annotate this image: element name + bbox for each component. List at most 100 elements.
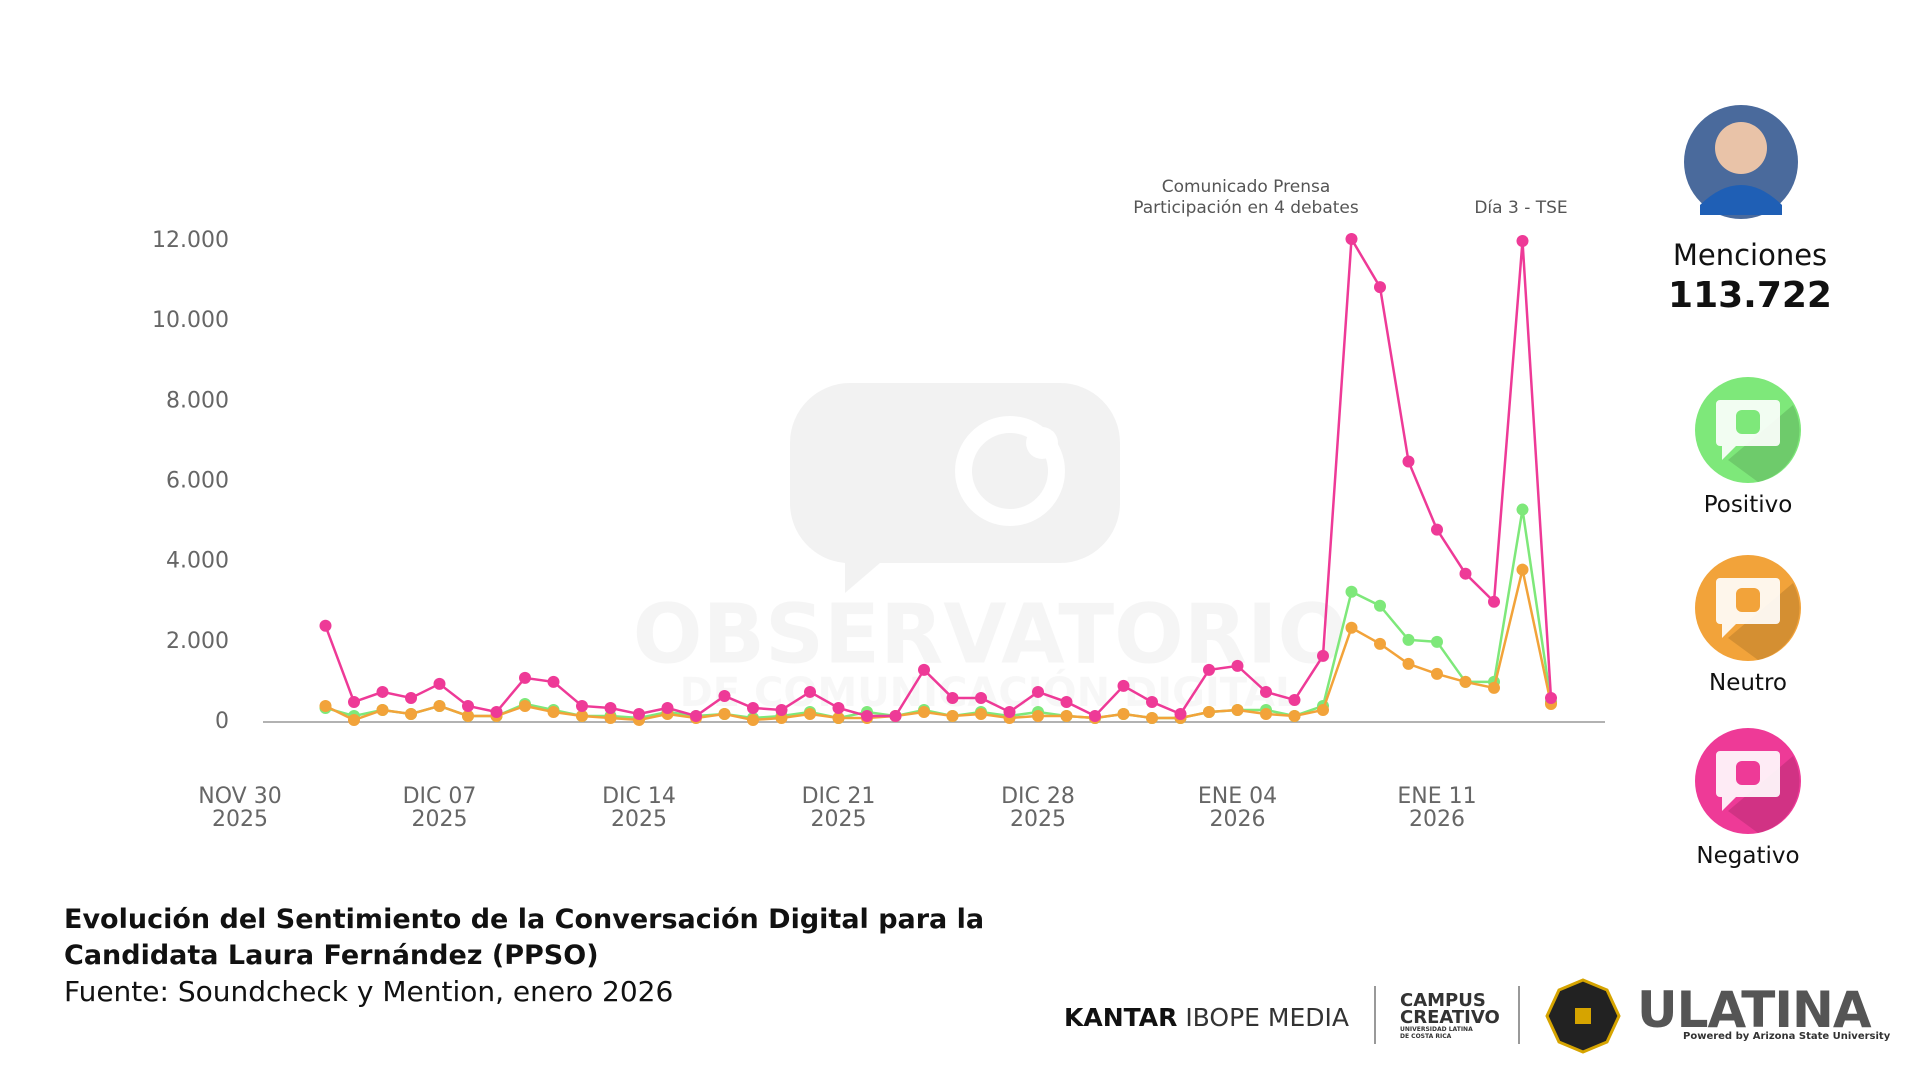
y-tick-label: 2.000 [166,629,229,654]
data-point [946,709,959,722]
data-point [1459,567,1472,580]
logo-text: ULATINA [1637,981,1872,1039]
legend-icon-symbol [1736,410,1760,434]
legend-label: Negativo [1696,843,1800,869]
data-point [1374,281,1386,294]
data-point [918,705,930,718]
watermark: OBSERVATORIO DE COMUNICACIÓN DIGITAL [633,383,1347,716]
data-point [1402,455,1415,468]
logo-badge [1545,978,1621,1054]
data-point [1203,705,1215,718]
data-point [433,699,446,712]
data-point [1288,693,1301,706]
mentions-label: Menciones [1672,238,1828,272]
watermark-bubble [789,383,1120,593]
data-point [1545,691,1557,704]
data-point [1117,679,1130,692]
data-point [1260,707,1272,720]
data-point [1317,703,1329,716]
legend-icon-tail [1722,446,1736,460]
data-point [1146,711,1158,724]
data-point [1203,663,1215,676]
legend-icon-tail [1722,797,1736,811]
data-point [804,685,816,698]
separator [1518,986,1520,1044]
data-point [1032,685,1044,698]
mentions-total: 113.722 [1668,275,1832,316]
data-point [405,691,417,704]
data-point [1488,595,1500,608]
data-point [775,703,788,716]
data-point [490,705,503,718]
legend-label: Positivo [1703,492,1793,518]
badge-mark [1575,1008,1591,1024]
logo-text: KANTAR [1064,1003,1178,1032]
logo-text: CAMPUS [1400,990,1486,1011]
annotation: Participación en 4 debates [1133,198,1359,218]
annotation: Comunicado Prensa [1162,177,1331,197]
legend-icon-symbol [1736,588,1760,612]
data-point [376,685,389,698]
data-point [1060,695,1073,708]
data-point [633,707,645,720]
data-point [1431,667,1443,680]
data-point [975,691,987,704]
data-point [1488,681,1500,694]
data-point [1089,709,1101,722]
y-tick-label: 4.000 [166,549,229,574]
y-tick-label: 0 [215,709,229,734]
data-point [832,711,845,724]
data-point [576,699,588,712]
data-point [975,707,987,720]
data-point [918,663,930,676]
data-point [1516,563,1529,576]
data-point [1516,503,1529,516]
data-point [604,711,617,724]
x-tick-label: ENE 11 [1397,784,1476,809]
logo-text: CREATIVO [1400,1007,1500,1028]
x-tick-label: 2026 [1409,807,1465,832]
data-point [462,699,474,712]
x-tick-label: 2025 [811,807,867,832]
x-tick-label: DIC 07 [403,784,477,809]
logo-text: IBOPE MEDIA [1185,1003,1349,1032]
watermark-glint [1026,427,1058,459]
data-point [1288,709,1301,722]
data-point [1374,637,1386,650]
logo-ulatina: ULATINA [1637,985,1872,1035]
data-point [1317,649,1329,662]
data-point [1032,709,1044,722]
data-point [1117,707,1130,720]
data-point [946,691,959,704]
data-point [747,713,759,726]
data-point [718,707,731,720]
logo-campus: CAMPUS CREATIVO UNIVERSIDAD LATINA DE COST… [1400,990,1500,1041]
data-point [889,709,902,722]
data-point [1402,657,1415,670]
data-point [1060,709,1073,722]
y-tick-label: 12.000 [152,228,229,253]
data-point [319,619,332,632]
data-point [462,709,474,722]
data-point [319,699,332,712]
data-point [576,709,588,722]
x-tick-label: DIC 28 [1001,784,1075,809]
legend-icon-tail [1722,624,1736,638]
data-point [690,709,702,722]
x-tick-label: 2025 [212,807,268,832]
data-point [832,701,845,714]
data-point [804,707,816,720]
data-point [348,695,360,708]
annotation: Día 3 - TSE [1474,198,1567,218]
data-point [348,713,360,726]
data-point [861,709,873,722]
y-tick-label: 8.000 [166,388,229,413]
data-point [1459,675,1472,688]
data-point [718,689,731,702]
data-point [376,703,389,716]
data-point [1345,585,1358,598]
x-tick-label: DIC 21 [802,784,876,809]
logo-text: Powered by Arizona State University [1683,1031,1891,1042]
